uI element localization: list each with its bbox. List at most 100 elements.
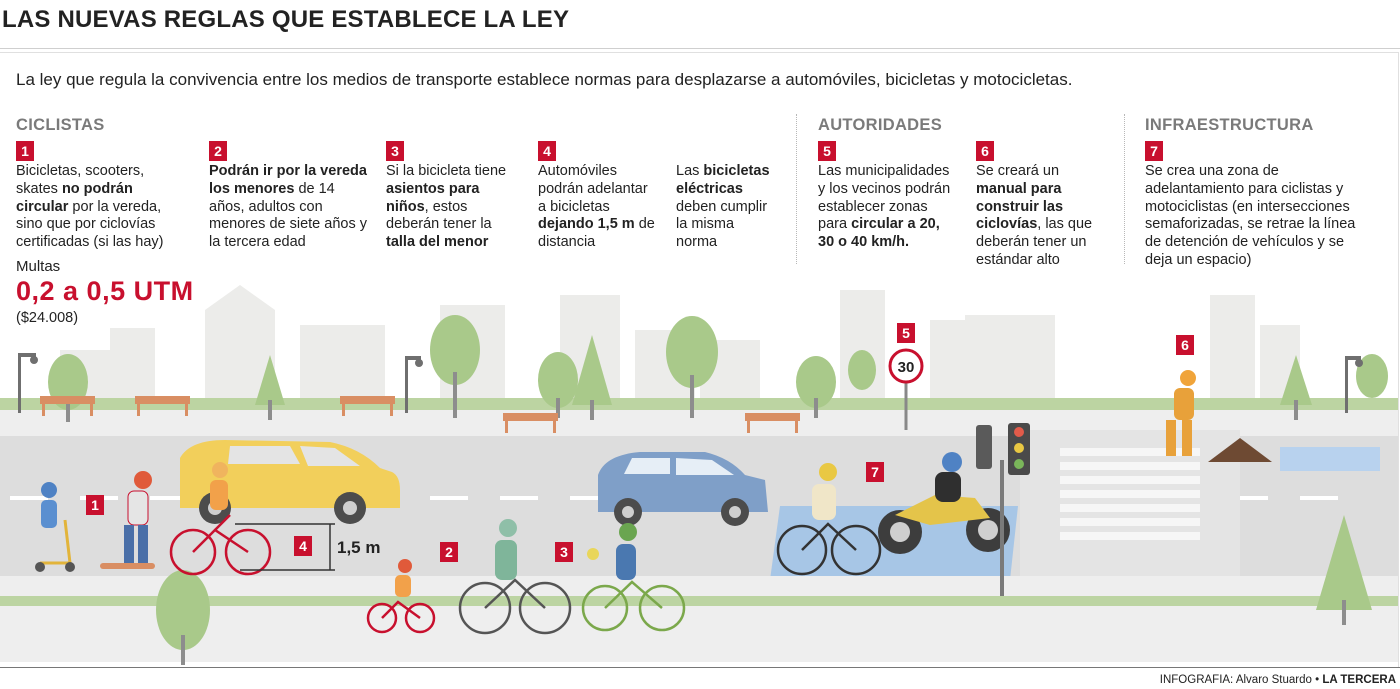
scene-marker-number: 3	[560, 544, 568, 560]
rule-text: Si la bicicleta tiene asientos para niño…	[386, 163, 516, 252]
section-heading-infraestructura: INFRAESTRUCTURA	[1145, 116, 1314, 134]
rule-text: Podrán ir por la vereda los menores de 1…	[209, 163, 367, 252]
scene-marker-number: 5	[902, 325, 910, 341]
section-divider	[1124, 114, 1125, 264]
rule-text-bold: dejando 1,5 m	[538, 216, 635, 233]
rule-text-segment: Las municipalidades y los vecinos podrán…	[818, 163, 951, 233]
rule-text: Se creará un manual para construir las c…	[976, 163, 1104, 270]
rule-text-segment: de distancia	[538, 216, 655, 251]
traffic-light-back	[976, 425, 992, 469]
rule-text-bold: talla del menor	[386, 234, 489, 251]
section-divider	[796, 114, 797, 264]
footer: INFOGRAFIA: Alvaro Stuardo • LA TERCERA	[0, 667, 1400, 689]
rule-text-segment: Las	[676, 163, 704, 179]
scene-marker-number: 7	[871, 464, 879, 480]
scene-marker-badge	[866, 462, 884, 482]
benches	[40, 396, 800, 433]
section-heading-autoridades: AUTORIDADES	[818, 116, 943, 134]
crosswalk	[1060, 448, 1200, 540]
credit-line: INFOGRAFIA: Alvaro Stuardo • LA TERCERA	[1160, 674, 1396, 686]
child-cyclist-head	[398, 559, 412, 573]
page-title: LAS NUEVAS REGLAS QUE ESTABLECE LA LEY	[2, 6, 570, 33]
skater-head	[134, 471, 152, 489]
rule-number-badge: 3	[386, 141, 404, 161]
fines-label: Multas	[16, 258, 61, 275]
street-scene-illustration: 1,5 m 30 1 2 3 4 5 6 7	[0, 285, 1398, 665]
rule-number-badge: 1	[16, 141, 34, 161]
rule-text-segment: Se creará un	[976, 163, 1060, 179]
rule-text: Las municipalidades y los vecinos podrán…	[818, 163, 956, 252]
rule-text-segment: de 14 años, adultos con menores de siete…	[209, 180, 367, 251]
bike-lane-segment	[1280, 447, 1380, 471]
rule-text: Se crea una zona de adelantamiento para …	[1145, 163, 1373, 270]
scene-markers: 1 2 3 4 5 6 7	[86, 323, 1194, 562]
section-heading-ciclistas: CICLISTAS	[16, 116, 105, 134]
rule-text-bold: no podrán circular	[16, 180, 133, 215]
scooter-kid-body	[41, 500, 57, 528]
sidewalk-lower	[0, 606, 1398, 662]
child-seat-head	[587, 548, 599, 560]
adult-cyclist-body	[495, 540, 517, 580]
dirt-pile	[1208, 438, 1272, 462]
cyclist-adult-road	[169, 514, 272, 576]
skater-body	[127, 490, 149, 526]
rule-text-segment: , estos deberán tener la	[386, 198, 492, 233]
rule-text: Automóviles podrán adelantar a bicicleta…	[538, 163, 656, 252]
rule-text: Bicicletas, scooters, skates no podrán c…	[16, 163, 186, 252]
rule-number-badge: 6	[976, 141, 994, 161]
adult-cyclist-head	[499, 519, 517, 537]
rule-text-bold: manual para construir las ciclovías	[976, 180, 1064, 233]
distance-label: 1,5 m	[337, 538, 380, 557]
scene-marker-number: 1	[91, 497, 99, 513]
scene-marker-badge	[555, 542, 573, 562]
blue-car	[598, 452, 768, 526]
motorcyclist-body	[935, 472, 961, 502]
scene-marker-badge	[440, 542, 458, 562]
rule-text-segment: por la vereda, sino que por ciclovías ce…	[16, 198, 164, 251]
rule-text-segment: , las que deberán tener un estándar alto	[976, 216, 1093, 268]
scene-marker-badge	[86, 495, 104, 515]
cyclist-head	[212, 462, 228, 478]
scooter-wheel	[65, 562, 75, 572]
bicycle-adult-sidewalk	[458, 578, 572, 635]
speed-sign	[888, 348, 924, 384]
rule-text-segment: deben cumplir la misma norma	[676, 198, 768, 251]
rule-text-segment: Bicicletas, scooters, skates	[16, 163, 145, 197]
rule-text-segment: Se crea una zona de adelantamiento para …	[1145, 163, 1356, 268]
intro-text: La ley que regula la convivencia entre l…	[16, 70, 1073, 89]
rule-text-segment: Si la bicicleta tiene	[386, 163, 507, 179]
scene-marker-number: 4	[299, 538, 307, 554]
scene-marker-badge	[294, 536, 312, 556]
speed-sign-value: 30	[898, 359, 915, 376]
motorcyclist-helmet	[942, 452, 962, 472]
street-lamps	[18, 353, 1363, 413]
scene-marker-badge	[897, 323, 915, 343]
sidewalk-bottom	[0, 576, 1398, 596]
fines-subtext: ($24.008)	[16, 310, 79, 326]
zone-cyclist-body	[812, 484, 836, 520]
parent-cyclist-body	[616, 544, 636, 580]
rule-text-bold: Podrán ir por la vereda los menores	[209, 163, 367, 197]
fines-value: 0,2 a 0,5 UTM	[16, 276, 194, 306]
rule-text-segment: Automóviles podrán adelantar a bicicleta…	[538, 163, 648, 215]
scene-marker-badge	[1176, 335, 1194, 355]
skater-legs	[138, 525, 148, 563]
zone-cyclist-head	[819, 463, 837, 481]
scooter-wheel	[35, 562, 45, 572]
rule-number-badge: 5	[818, 141, 836, 161]
scene-marker-number: 2	[445, 544, 453, 560]
credit-prefix: INFOGRAFIA: Alvaro Stuardo •	[1159, 674, 1323, 686]
worker-helmet	[1180, 370, 1196, 386]
rule-text-bold: bicicletas eléctricas	[676, 163, 770, 197]
rule-number-badge: 2	[209, 141, 227, 161]
worker-legs	[1166, 420, 1176, 456]
rule-text-bold: circular a 20, 30 o 40 km/h.	[818, 216, 940, 251]
distance-bracket	[235, 523, 335, 571]
rule-number-badge: 4	[538, 141, 556, 161]
bicycle-with-child-seat	[581, 580, 686, 632]
scene-marker-number: 6	[1181, 337, 1189, 353]
skateboard	[100, 563, 155, 569]
rule-text-bold: asientos para niños	[386, 180, 480, 215]
parent-cyclist-head	[619, 523, 637, 541]
bicycle-advance-zone	[776, 522, 882, 576]
